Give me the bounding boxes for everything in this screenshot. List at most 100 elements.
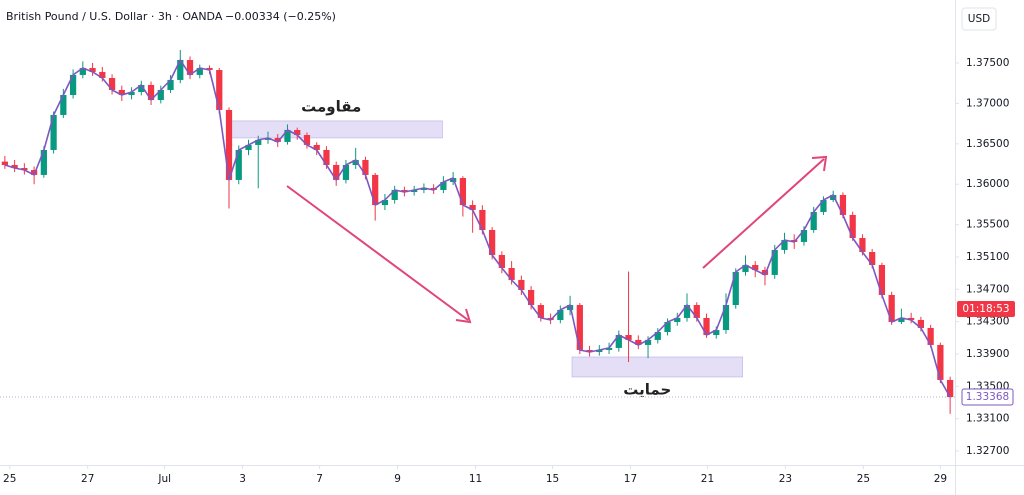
down-arrow — [286, 185, 469, 321]
candle-body — [206, 67, 213, 71]
candle-body — [60, 94, 67, 115]
candle-body — [245, 144, 252, 150]
candle-body — [372, 174, 379, 206]
candle-body — [683, 305, 691, 318]
candle-body — [888, 294, 895, 322]
candle-body — [333, 164, 340, 180]
y-tick-label: 1.32700 — [966, 445, 1009, 457]
candle-body — [664, 321, 671, 333]
candle-body — [527, 289, 535, 306]
candle-body — [362, 159, 369, 175]
x-tick-label: 15 — [546, 473, 559, 485]
zone — [227, 120, 443, 139]
chart-title: British Pound / U.S. Dollar · 3h · OANDA — [6, 10, 223, 23]
candle-body — [420, 187, 428, 190]
candle-body — [89, 67, 96, 72]
candle-body — [722, 305, 730, 330]
candle-body — [927, 327, 934, 345]
x-tick-label: 7 — [316, 473, 323, 485]
candle-body — [138, 84, 145, 92]
candle-body — [225, 109, 233, 180]
candle-body — [908, 317, 915, 320]
candle-body — [518, 279, 525, 290]
y-tick-label: 1.35100 — [966, 251, 1009, 263]
candle-body — [869, 251, 876, 265]
unit-label[interactable]: USD — [968, 13, 990, 25]
candle-body — [381, 200, 389, 206]
candle-body — [898, 317, 905, 322]
y-tick-label: 1.34300 — [966, 316, 1009, 328]
y-tick-label: 1.33900 — [966, 348, 1009, 360]
candle-body — [732, 271, 739, 306]
candle-body — [586, 349, 593, 352]
y-tick-label: 1.33100 — [966, 413, 1009, 425]
candle-body — [11, 164, 18, 168]
candle-body — [69, 74, 77, 95]
candle-body — [654, 332, 661, 340]
y-tick-label: 1.36500 — [966, 138, 1009, 150]
candle-body — [342, 164, 350, 180]
candle-body — [937, 344, 944, 380]
y-tick-label: 1.37500 — [966, 57, 1009, 69]
candle-body — [878, 264, 886, 295]
x-tick-label: 9 — [394, 473, 401, 485]
x-tick-label: 27 — [81, 473, 94, 485]
candle-body — [761, 270, 769, 275]
candle-body — [488, 229, 496, 255]
moving-average-line — [4, 59, 951, 398]
last-price-label: 1.33368 — [966, 391, 1009, 403]
candle-body — [118, 89, 125, 95]
candle-body — [479, 209, 486, 230]
candle-body — [771, 249, 778, 275]
candle-body — [830, 194, 837, 201]
y-tick-label: 1.37000 — [966, 97, 1009, 109]
candle-body — [40, 149, 47, 175]
candle-body — [605, 347, 613, 350]
down-arrow-head — [455, 308, 472, 324]
candle-body — [644, 339, 652, 345]
candle-body — [323, 149, 330, 165]
candle-body — [820, 200, 827, 212]
candle-body — [99, 71, 106, 79]
candle-body — [713, 329, 720, 336]
up-arrow-head — [811, 155, 828, 172]
candle-body — [537, 305, 544, 318]
unit-box[interactable] — [961, 7, 997, 31]
candle-body — [498, 254, 505, 268]
countdown-box — [957, 301, 1015, 317]
candle-body — [30, 170, 38, 175]
candle-body — [557, 309, 564, 320]
candle-body — [859, 237, 866, 252]
candle-body — [1, 161, 8, 165]
candle-body — [440, 181, 447, 190]
y-tick-label: 1.34700 — [966, 283, 1009, 295]
up-arrow — [702, 158, 825, 269]
candle-body — [800, 229, 808, 242]
candle-body — [752, 264, 759, 271]
x-tick-label: 25 — [3, 473, 16, 485]
candle-body — [693, 305, 700, 318]
candle-body — [264, 137, 272, 140]
candle-body — [947, 379, 954, 398]
candle-body — [186, 59, 194, 75]
candle-body — [781, 240, 788, 250]
candle-body — [917, 319, 925, 328]
candle-body — [615, 335, 622, 348]
price-change: −0.00334 (−0.25%) — [225, 10, 336, 23]
candle-body — [50, 114, 57, 150]
candle-body — [79, 67, 86, 75]
candle-body — [469, 205, 476, 210]
candle-body — [508, 267, 515, 280]
candle-body — [391, 189, 398, 201]
candle-body — [167, 79, 174, 90]
candle-body — [235, 149, 242, 180]
candle-body — [674, 317, 681, 322]
candle-body — [196, 67, 203, 75]
candle-body — [411, 189, 418, 192]
candle-body — [596, 349, 603, 352]
zone-label: حمایت — [623, 380, 671, 398]
x-tick-label: 17 — [624, 473, 637, 485]
x-tick-label: 29 — [934, 473, 947, 485]
x-tick-label: Jul — [157, 473, 171, 485]
